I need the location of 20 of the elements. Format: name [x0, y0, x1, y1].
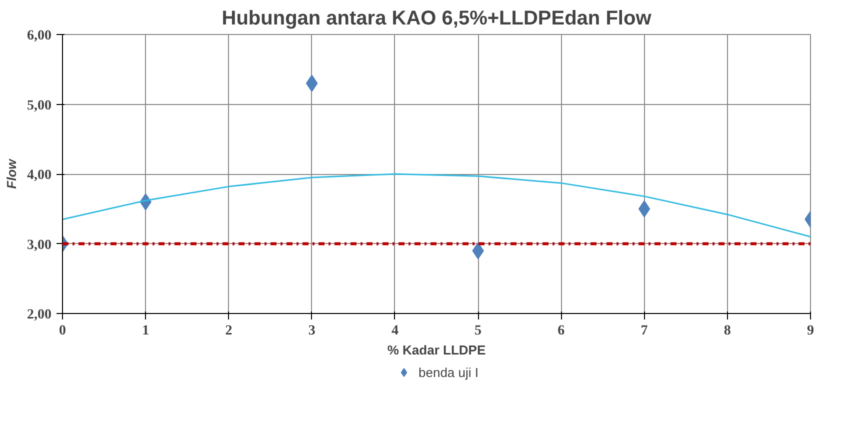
y-tick-label: 3,00 [27, 238, 52, 253]
y-axis-title: Flow [4, 158, 19, 189]
x-tick-label: 9 [807, 324, 814, 338]
chart-title: Hubungan antara KAO 6,5%+LLDPEdan Flow [222, 8, 652, 30]
y-tick-label: 4,00 [27, 168, 52, 183]
y-tick-label: 6,00 [27, 28, 52, 44]
line-series [62, 173, 810, 238]
x-tick-label: 1 [142, 324, 150, 338]
x-tick-label: 6 [558, 324, 565, 338]
y-tick-label: 5,00 [27, 98, 52, 114]
legend-label: benda uji I [418, 364, 478, 380]
x-tick-label: 0 [59, 324, 66, 338]
x-tick-label: 4 [391, 324, 398, 338]
x-tick-label: 8 [724, 324, 731, 338]
x-tick-label: 5 [474, 324, 482, 338]
y-tick-label: 2,00 [27, 308, 52, 322]
x-tick-label: 7 [640, 324, 648, 338]
x-tick-label: 2 [225, 324, 232, 338]
x-axis-title: % Kadar LLDPE [387, 342, 486, 358]
x-tick-label: 3 [308, 324, 316, 338]
